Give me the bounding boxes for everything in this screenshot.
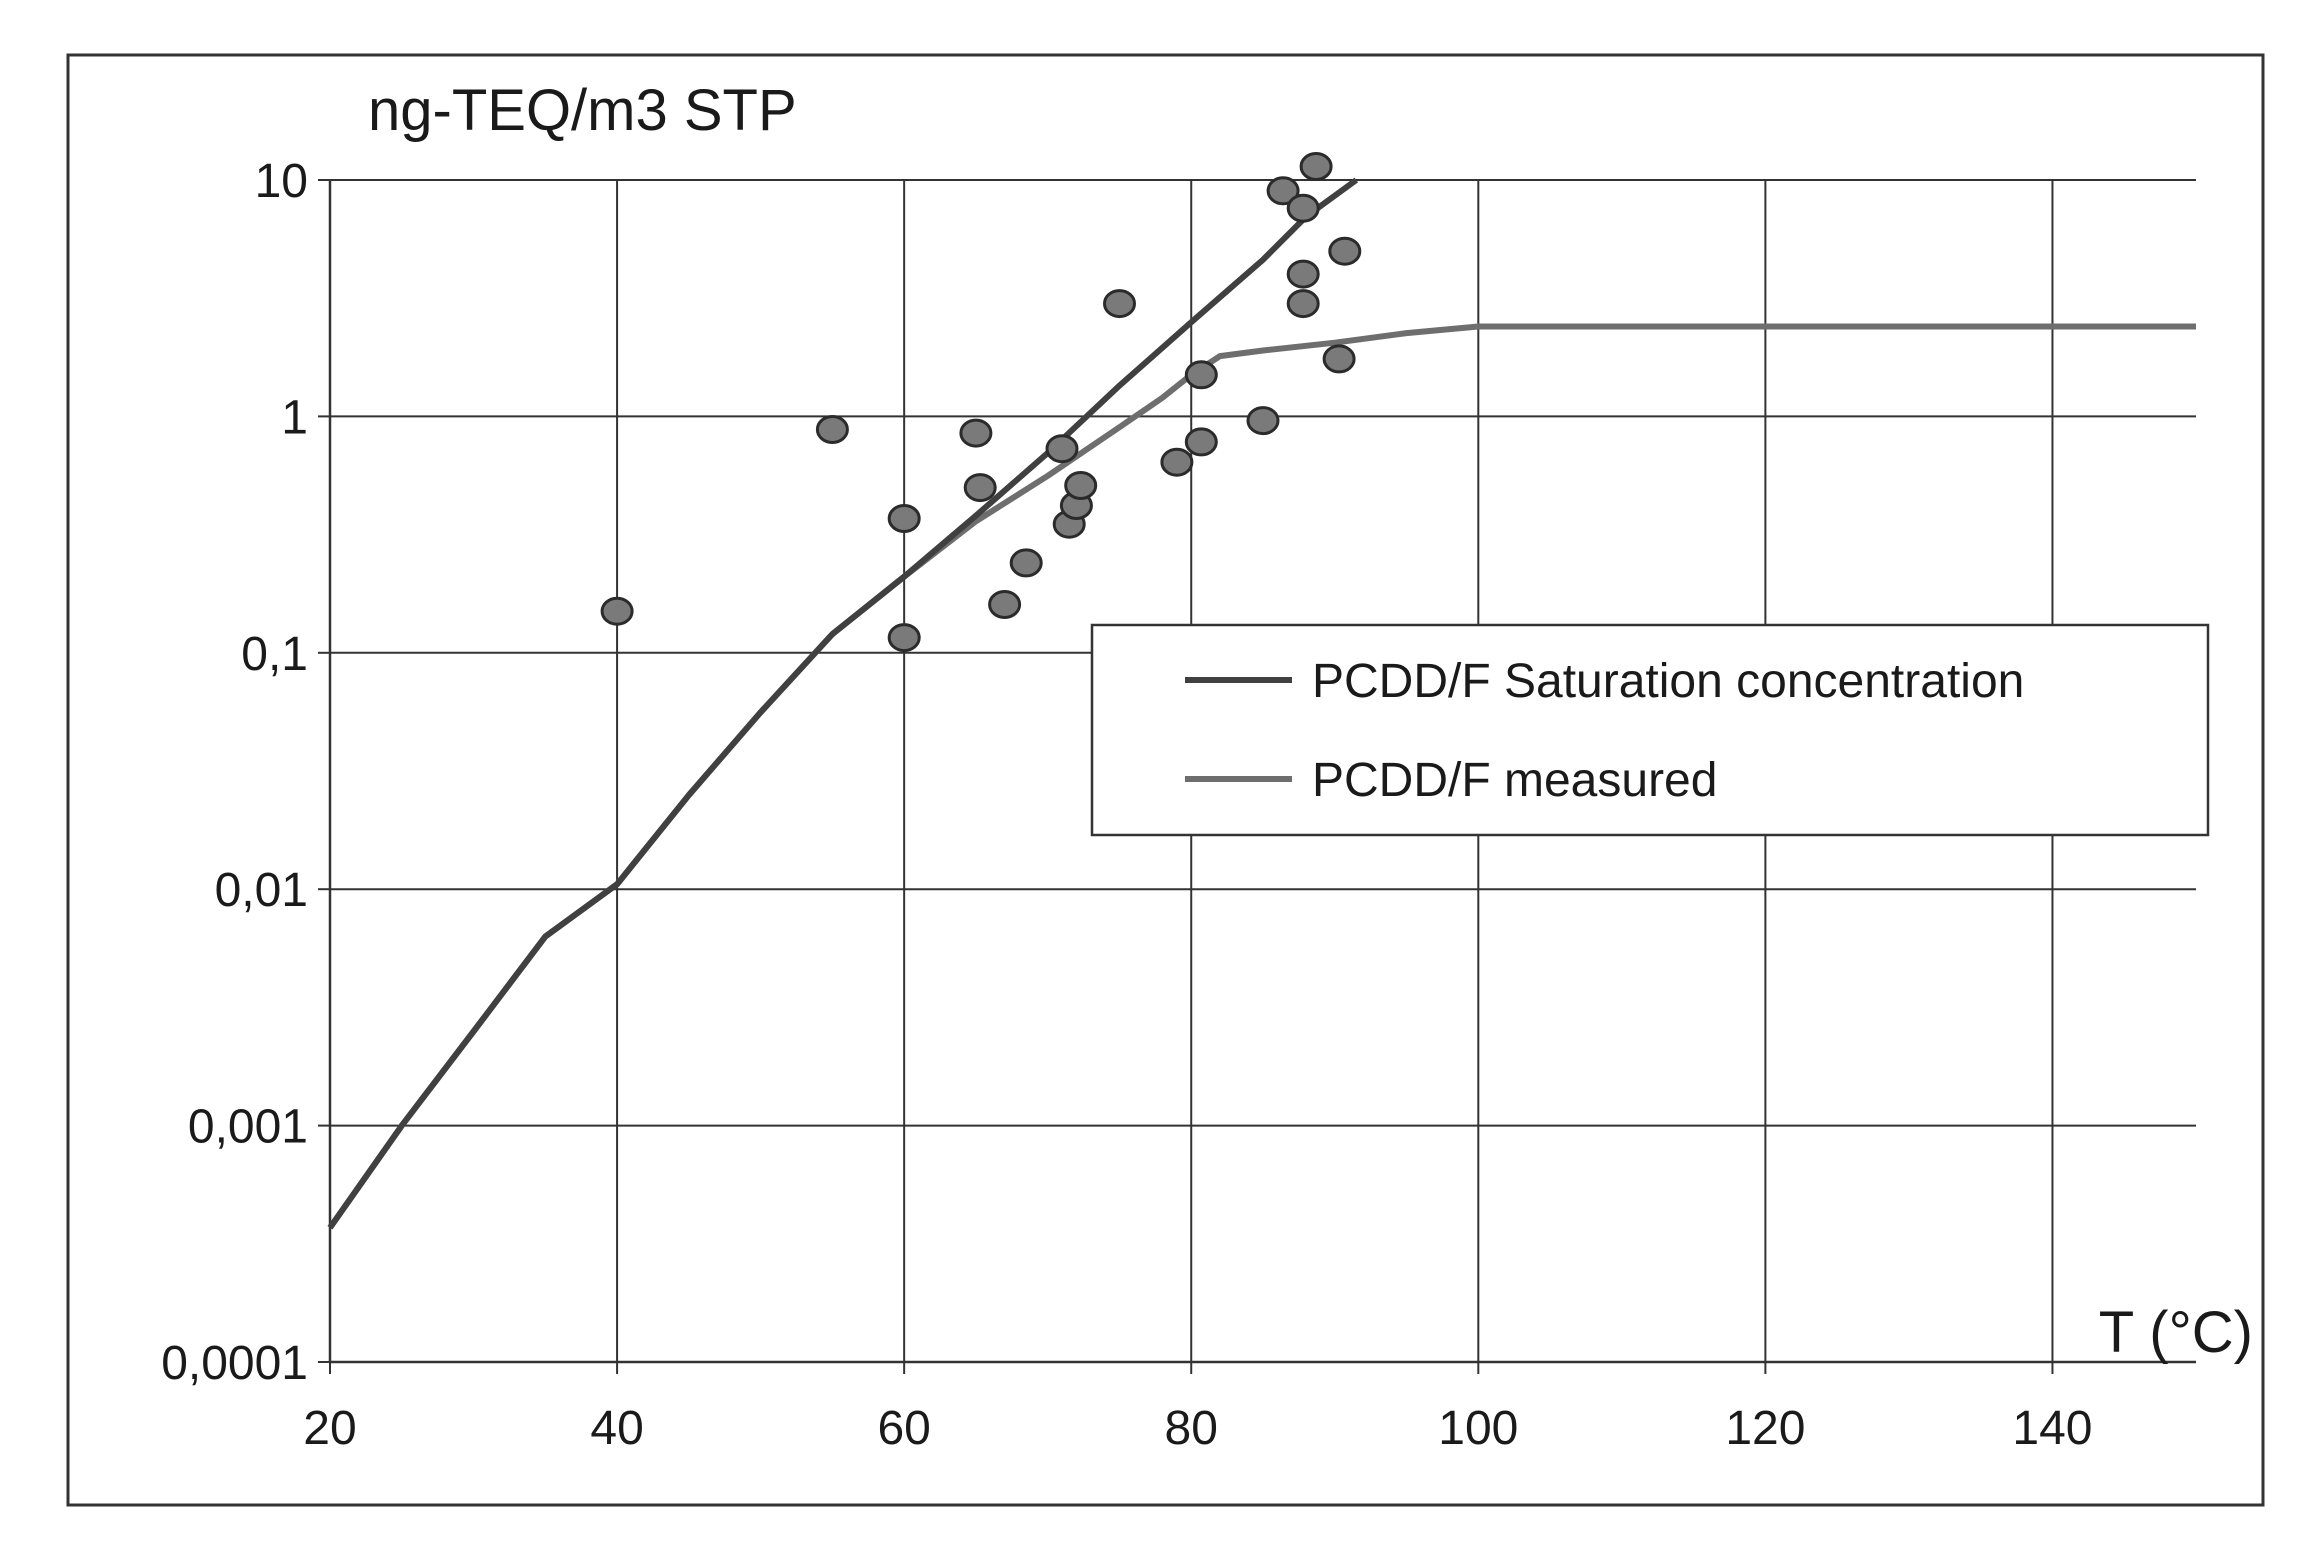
data-point <box>1299 152 1333 181</box>
series-line-saturation <box>327 177 1359 1230</box>
data-point <box>988 590 1022 619</box>
data-point <box>1064 471 1098 500</box>
data-point <box>600 596 634 626</box>
data-point <box>959 418 993 448</box>
data-point <box>963 473 997 503</box>
x-tick-label: 20 <box>303 1402 356 1455</box>
y-tick-label: 0,001 <box>188 1101 308 1154</box>
series-lines <box>327 177 2196 1230</box>
data-point <box>1328 236 1362 266</box>
y-tick-label: 0,1 <box>241 628 308 681</box>
y-tick-label: 10 <box>255 155 308 208</box>
x-tick-label: 40 <box>590 1402 643 1455</box>
data-point <box>1184 360 1218 390</box>
y-axis-title: ng-TEQ/m3 STP <box>368 78 797 143</box>
x-tick-label: 120 <box>1725 1402 1805 1455</box>
data-point <box>1045 434 1079 464</box>
data-point <box>887 623 921 653</box>
data-point <box>1266 176 1300 206</box>
x-tick-label: 100 <box>1438 1402 1518 1455</box>
y-tick-label: 0,01 <box>215 864 308 917</box>
data-point <box>1184 427 1218 457</box>
scatter-points <box>600 152 1362 653</box>
data-point <box>1322 344 1356 374</box>
data-point <box>887 504 921 533</box>
y-axis-ticks: 0,0001 0,001 0,01 0,1 1 10 <box>161 155 330 1390</box>
data-point <box>815 415 849 444</box>
legend-box <box>1090 623 2210 837</box>
y-tick-label: 1 <box>281 391 308 444</box>
data-point <box>1286 259 1320 289</box>
data-point <box>1286 289 1320 319</box>
legend: PCDD/F Saturation concentration PCDD/F m… <box>1090 623 2210 837</box>
data-point <box>1009 548 1043 578</box>
data-point <box>1286 193 1320 223</box>
y-tick-label: 0,0001 <box>161 1337 308 1390</box>
x-tick-label: 140 <box>2012 1402 2092 1455</box>
x-tick-label: 60 <box>877 1402 930 1455</box>
data-point <box>1246 406 1280 436</box>
x-axis-ticks: 20 40 60 80 100 120 140 <box>303 1362 2093 1455</box>
data-point <box>1103 289 1136 319</box>
legend-label-saturation: PCDD/F Saturation concentration <box>1312 655 2024 708</box>
legend-label-measured: PCDD/F measured <box>1312 754 1717 807</box>
x-axis-title: T (°C) <box>2099 1300 2253 1365</box>
x-tick-label: 80 <box>1165 1402 1218 1455</box>
data-point <box>1160 447 1194 477</box>
